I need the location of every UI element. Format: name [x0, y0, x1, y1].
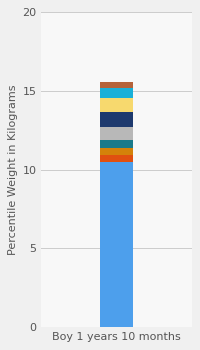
Bar — [100, 162, 133, 327]
Bar — [100, 112, 133, 127]
Bar — [100, 140, 133, 148]
Bar — [100, 82, 133, 88]
Bar — [100, 98, 133, 112]
Bar — [100, 148, 133, 155]
Y-axis label: Percentile Weight in Kilograms: Percentile Weight in Kilograms — [8, 84, 18, 255]
Bar — [100, 88, 133, 98]
Bar — [100, 127, 133, 140]
Bar — [100, 155, 133, 162]
